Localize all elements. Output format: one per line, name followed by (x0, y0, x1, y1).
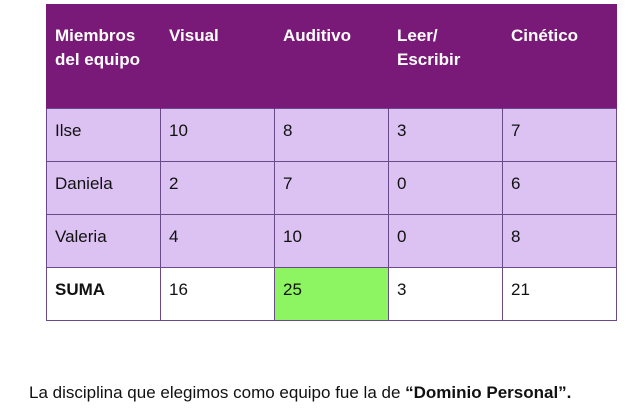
table-row: Ilse 10 8 3 7 (46, 108, 617, 162)
visual-cell: 10 (160, 108, 275, 162)
table-row: Valeria 4 10 0 8 (46, 214, 617, 268)
cinetico-cell: 7 (502, 108, 617, 162)
caption-emphasis: “Dominio Personal”. (405, 383, 572, 402)
sum-auditivo-cell-highlighted: 25 (274, 267, 389, 321)
sum-label: SUMA (46, 267, 161, 321)
sum-row: SUMA 16 25 3 21 (46, 267, 617, 321)
auditivo-cell: 10 (274, 214, 389, 268)
cinetico-cell: 8 (502, 214, 617, 268)
leer-escribir-cell: 0 (388, 161, 503, 215)
cinetico-cell: 6 (502, 161, 617, 215)
sum-leer-escribir-cell: 3 (388, 267, 503, 321)
sum-cinetico-cell: 21 (502, 267, 617, 321)
header-miembros: Miembros del equipo (46, 4, 161, 109)
member-name-cell: Ilse (46, 108, 161, 162)
table-header-row: Miembros del equipo Visual Auditivo Leer/… (46, 4, 617, 109)
visual-cell: 4 (160, 214, 275, 268)
leer-escribir-cell: 0 (388, 214, 503, 268)
member-name-cell: Daniela (46, 161, 161, 215)
header-auditivo: Auditivo (274, 4, 389, 109)
discipline-caption: La disciplina que elegimos como equipo f… (29, 383, 571, 403)
learning-styles-table: Miembros del equipo Visual Auditivo Leer/… (46, 4, 617, 321)
member-name-cell: Valeria (46, 214, 161, 268)
header-leer-escribir: Leer/Escribir (388, 4, 503, 109)
visual-cell: 2 (160, 161, 275, 215)
auditivo-cell: 8 (274, 108, 389, 162)
table-row: Daniela 2 7 0 6 (46, 161, 617, 215)
auditivo-cell: 7 (274, 161, 389, 215)
leer-escribir-cell: 3 (388, 108, 503, 162)
caption-text: La disciplina que elegimos como equipo f… (29, 383, 406, 402)
header-visual: Visual (160, 4, 275, 109)
sum-visual-cell: 16 (160, 267, 275, 321)
header-cinetico: Cinético (502, 4, 617, 109)
